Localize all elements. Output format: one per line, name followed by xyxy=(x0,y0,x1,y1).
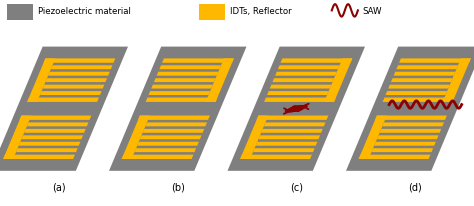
Polygon shape xyxy=(380,129,441,133)
Polygon shape xyxy=(3,116,31,159)
Text: (c): (c) xyxy=(290,181,303,191)
Polygon shape xyxy=(148,92,210,96)
Polygon shape xyxy=(240,155,312,159)
Polygon shape xyxy=(143,129,204,133)
Polygon shape xyxy=(253,149,315,152)
Polygon shape xyxy=(383,98,455,102)
Polygon shape xyxy=(278,66,339,70)
Polygon shape xyxy=(228,47,365,171)
Polygon shape xyxy=(27,123,89,127)
Text: (b): (b) xyxy=(171,181,185,191)
Polygon shape xyxy=(372,149,433,152)
Polygon shape xyxy=(48,72,110,76)
Polygon shape xyxy=(393,72,456,76)
Polygon shape xyxy=(24,129,86,133)
Polygon shape xyxy=(377,136,438,139)
Polygon shape xyxy=(140,136,201,139)
Polygon shape xyxy=(40,92,101,96)
Polygon shape xyxy=(159,66,221,70)
Polygon shape xyxy=(264,123,326,127)
Polygon shape xyxy=(240,116,268,159)
Polygon shape xyxy=(19,116,91,120)
Polygon shape xyxy=(138,116,210,120)
Polygon shape xyxy=(264,98,336,102)
Polygon shape xyxy=(255,142,318,146)
Bar xyxy=(7,5,33,21)
Polygon shape xyxy=(109,47,246,171)
Polygon shape xyxy=(375,116,447,120)
Polygon shape xyxy=(261,129,323,133)
Polygon shape xyxy=(122,116,150,159)
Polygon shape xyxy=(154,79,216,83)
Polygon shape xyxy=(18,142,81,146)
Polygon shape xyxy=(391,79,453,83)
Polygon shape xyxy=(267,92,328,96)
Bar xyxy=(199,5,225,21)
Polygon shape xyxy=(44,59,115,63)
Polygon shape xyxy=(359,155,430,159)
Polygon shape xyxy=(206,59,234,102)
Polygon shape xyxy=(43,85,104,89)
Polygon shape xyxy=(46,79,107,83)
Polygon shape xyxy=(385,92,447,96)
Polygon shape xyxy=(27,59,55,102)
Polygon shape xyxy=(51,66,112,70)
Polygon shape xyxy=(273,79,334,83)
Polygon shape xyxy=(258,136,320,139)
Polygon shape xyxy=(443,59,471,102)
Polygon shape xyxy=(156,72,219,76)
Polygon shape xyxy=(281,59,352,63)
Text: (a): (a) xyxy=(53,181,66,191)
Polygon shape xyxy=(21,136,83,139)
Polygon shape xyxy=(396,66,458,70)
Polygon shape xyxy=(27,98,99,102)
Polygon shape xyxy=(122,155,193,159)
Text: Piezoelectric material: Piezoelectric material xyxy=(38,7,131,16)
Polygon shape xyxy=(374,142,436,146)
Text: SAW: SAW xyxy=(363,7,382,16)
Polygon shape xyxy=(346,47,474,171)
Polygon shape xyxy=(0,47,128,171)
Polygon shape xyxy=(135,149,196,152)
Polygon shape xyxy=(383,123,444,127)
Polygon shape xyxy=(256,116,328,120)
Polygon shape xyxy=(270,85,331,89)
Polygon shape xyxy=(388,85,450,89)
Polygon shape xyxy=(146,98,218,102)
Polygon shape xyxy=(137,142,199,146)
Polygon shape xyxy=(162,59,234,63)
Text: (d): (d) xyxy=(408,181,422,191)
Polygon shape xyxy=(3,155,75,159)
Text: IDTs, Reflector: IDTs, Reflector xyxy=(230,7,292,16)
Polygon shape xyxy=(359,116,387,159)
Polygon shape xyxy=(16,149,78,152)
Polygon shape xyxy=(399,59,471,63)
Polygon shape xyxy=(151,85,213,89)
Polygon shape xyxy=(146,123,207,127)
Polygon shape xyxy=(324,59,352,102)
Polygon shape xyxy=(275,72,337,76)
